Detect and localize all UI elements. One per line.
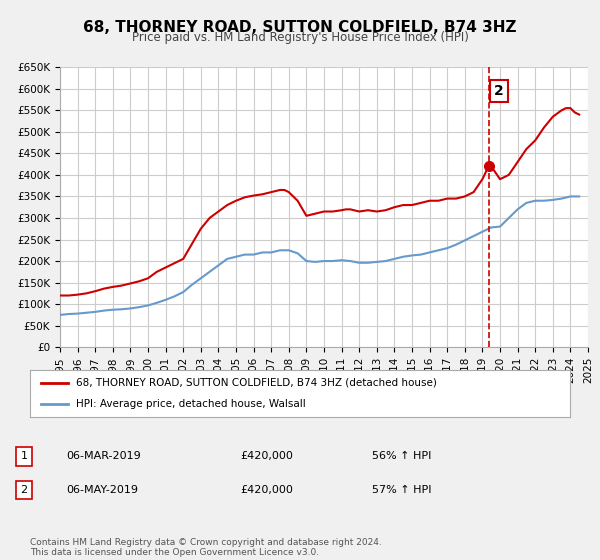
Text: 56% ↑ HPI: 56% ↑ HPI [372, 451, 431, 461]
Text: £420,000: £420,000 [240, 485, 293, 495]
Text: 2: 2 [20, 485, 28, 495]
Text: Contains HM Land Registry data © Crown copyright and database right 2024.
This d: Contains HM Land Registry data © Crown c… [30, 538, 382, 557]
Text: 06-MAY-2019: 06-MAY-2019 [66, 485, 138, 495]
Text: 68, THORNEY ROAD, SUTTON COLDFIELD, B74 3HZ (detached house): 68, THORNEY ROAD, SUTTON COLDFIELD, B74 … [76, 378, 437, 388]
Text: 57% ↑ HPI: 57% ↑ HPI [372, 485, 431, 495]
Text: HPI: Average price, detached house, Walsall: HPI: Average price, detached house, Wals… [76, 399, 305, 409]
Text: 06-MAR-2019: 06-MAR-2019 [66, 451, 141, 461]
Text: Price paid vs. HM Land Registry's House Price Index (HPI): Price paid vs. HM Land Registry's House … [131, 31, 469, 44]
Text: £420,000: £420,000 [240, 451, 293, 461]
Text: 68, THORNEY ROAD, SUTTON COLDFIELD, B74 3HZ: 68, THORNEY ROAD, SUTTON COLDFIELD, B74 … [83, 20, 517, 35]
Text: 1: 1 [20, 451, 28, 461]
Text: 2: 2 [494, 84, 503, 98]
